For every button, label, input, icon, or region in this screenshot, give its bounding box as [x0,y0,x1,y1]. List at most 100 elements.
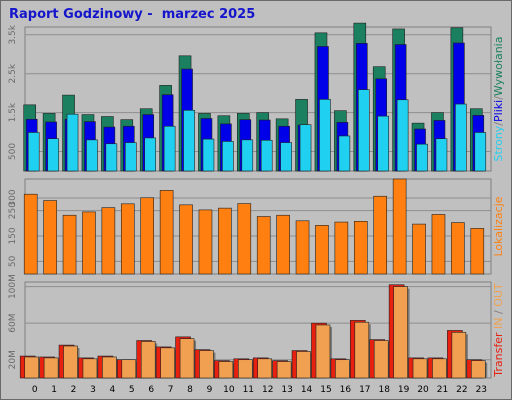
bar-wywolania-10 [222,141,234,172]
bar-wywolania-4 [105,143,118,172]
bar-lokalizacje-7 [159,190,174,275]
bar-lokalizacje-10 [218,207,232,275]
y-tick-label: 100M [8,274,18,299]
y-tick-label: 250 [8,202,18,219]
bar-transfer_out-17 [354,321,370,379]
bar-lokalizacje-4 [101,207,116,275]
bar-wywolania-8 [183,109,195,172]
bar-wywolania-14 [299,124,312,172]
bar-wywolania-18 [377,115,390,172]
bar-wywolania-9 [202,138,215,172]
y-axis-label-part: OUT [492,283,505,307]
bar-lokalizacje-16 [334,221,349,275]
bar-transfer_out-11 [237,359,253,379]
y-tick-label: 150 [8,227,18,244]
bar-wywolania-5 [124,142,137,172]
y-tick-label: 20M [8,350,18,369]
y-tick-label: 300 [8,189,18,206]
y-tick-label: 2.5k [8,63,18,83]
x-tick-label: 3 [90,385,96,395]
bar-transfer_out-7 [160,347,175,379]
bar-lokalizacje-3 [82,211,96,275]
bar-transfer_out-4 [102,356,117,379]
x-tick-label: 23 [476,385,487,395]
bar-lokalizacje-0 [23,193,38,275]
x-tick-label: 18 [378,385,390,395]
x-tick-label: 8 [187,385,193,395]
bar-lokalizacje-11 [237,203,252,275]
y-axis-label-part: Lokalizacje [492,196,505,256]
bar-transfer_out-9 [199,350,214,379]
bar-lokalizacje-1 [43,200,57,275]
bar-wywolania-2 [66,113,79,172]
bar-transfer_out-20 [412,358,428,379]
y-axis-label: Strony/Pliki/Wywołania [492,37,505,162]
bar-lokalizacje-12 [256,216,271,275]
bar-wywolania-13 [280,142,292,172]
bar-lokalizacje-13 [276,214,290,275]
y-axis-label: Lokalizacje [492,196,505,256]
x-tick-label: 10 [223,385,235,395]
bar-lokalizacje-17 [353,221,368,275]
x-tick-label: 15 [320,385,331,395]
bar-lokalizacje-15 [315,225,329,275]
transfer-panel: 20M 60M 100M Transfer IN / OUT [8,274,505,379]
x-tick-label: 2 [71,385,77,395]
x-tick-label: 11 [243,385,254,395]
x-tick-label: 0 [32,385,38,395]
bar-lokalizacje-6 [140,197,155,275]
bar-lokalizacje-14 [295,220,310,275]
x-tick-label: 7 [168,385,174,395]
x-tick-label: 20 [417,385,429,395]
x-tick-label: 19 [398,385,410,395]
bar-transfer_out-15 [315,324,331,379]
bar-transfer_out-0 [24,356,40,379]
y-tick-label: 500 [8,143,18,160]
bar-transfer_out-14 [296,351,311,379]
bar-transfer_out-18 [373,340,389,379]
bar-lokalizacje-22 [451,222,465,275]
bar-transfer_out-8 [179,338,195,379]
y-axis-label-part: IN [492,317,505,332]
bar-wywolania-11 [241,139,254,172]
x-tick-label: 4 [110,385,116,395]
bar-transfer_out-22 [451,331,467,379]
bar-transfer_out-6 [140,341,156,379]
y-axis-label-part: Wywołania [492,37,505,97]
bar-wywolania-23 [474,132,487,172]
x-tick-label: 6 [148,385,154,395]
bar-wywolania-20 [416,143,428,172]
bar-wywolania-21 [435,138,448,172]
y-tick-label: 50 [8,255,18,267]
bar-transfer_out-10 [218,361,234,379]
bar-wywolania-15 [319,99,331,172]
bar-wywolania-0 [27,132,40,172]
x-tick-label: 21 [437,385,448,395]
bar-wywolania-12 [260,139,273,172]
y-axis-label: Transfer IN / OUT [492,283,505,378]
bar-lokalizacje-9 [198,209,213,275]
bar-transfer_out-19 [393,286,408,379]
bar-transfer_out-23 [470,360,486,379]
bar-lokalizacje-23 [470,228,485,275]
x-tick-label: 1 [51,385,57,395]
bar-wywolania-7 [163,125,176,172]
bar-transfer_out-13 [276,361,292,379]
x-tick-label: 9 [207,385,213,395]
bar-lokalizacje-21 [431,214,446,275]
page-title: Raport Godzinowy - marzec 2025 [9,7,256,22]
x-tick-label: 17 [359,385,370,395]
bar-transfer_out-1 [43,357,59,379]
y-tick-label: 1.5k [8,102,18,122]
bar-lokalizacje-8 [179,204,193,275]
bar-lokalizacje-5 [120,203,135,275]
bar-wywolania-17 [357,89,370,172]
bar-transfer_out-21 [432,358,447,379]
bar-wywolania-19 [396,99,409,172]
y-axis-label-part: Pliki [492,100,505,122]
y-axis-label-part: / [492,96,505,100]
y-tick-label: 60M [8,314,18,333]
